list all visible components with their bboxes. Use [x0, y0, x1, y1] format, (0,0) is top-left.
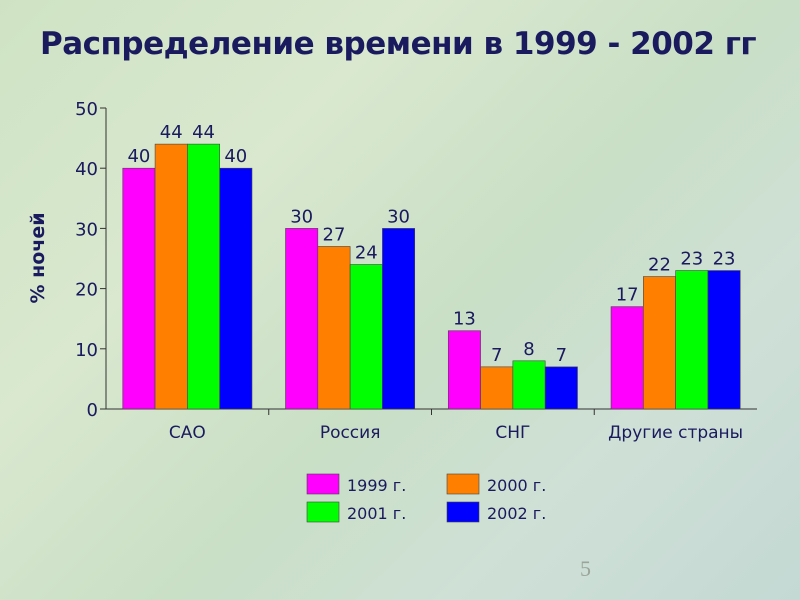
- bar: [122, 167, 156, 410]
- y-tick-label: 40: [75, 159, 98, 180]
- x-tick-label: СНГ: [495, 423, 530, 443]
- bar: [480, 366, 514, 410]
- x-tick-label: САО: [169, 423, 206, 443]
- legend-label: 2000 г.: [487, 476, 546, 495]
- data-label: 24: [355, 243, 378, 264]
- y-tick-label: 0: [87, 400, 98, 421]
- bar: [382, 228, 416, 410]
- chart-title: Распределение времени в 1999 - 2002 гг: [40, 26, 757, 62]
- bar: [154, 143, 188, 410]
- bar: [219, 167, 253, 410]
- y-tick-label: 20: [75, 280, 98, 301]
- data-label: 40: [224, 146, 247, 167]
- data-label: 30: [387, 206, 410, 227]
- bar: [187, 143, 220, 410]
- data-label: 30: [290, 206, 313, 227]
- y-tick-label: 30: [75, 219, 98, 240]
- bar: [512, 360, 546, 410]
- bar: [675, 270, 709, 410]
- y-tick-label: 10: [75, 340, 98, 361]
- bar: [707, 270, 741, 410]
- data-label: 17: [616, 285, 639, 306]
- data-label: 23: [680, 249, 703, 270]
- legend-swatch: [306, 473, 340, 495]
- data-label: 40: [127, 146, 150, 167]
- data-label: 8: [523, 339, 534, 360]
- bar: [610, 306, 644, 410]
- data-label: 44: [160, 122, 183, 143]
- legend-swatch: [446, 501, 480, 523]
- bar: [285, 228, 319, 410]
- bar: [643, 276, 676, 410]
- bar: [317, 246, 351, 410]
- legend-swatch: [446, 473, 480, 495]
- page-number: 5: [580, 556, 591, 581]
- data-label: 7: [491, 345, 502, 366]
- x-tick-label: Другие страны: [608, 423, 743, 443]
- x-tick-label: Россия: [320, 423, 381, 443]
- data-label: 13: [453, 309, 476, 330]
- data-label: 22: [648, 255, 671, 276]
- legend-label: 1999 г.: [347, 476, 406, 495]
- data-label: 27: [323, 224, 346, 245]
- data-label: 44: [192, 122, 215, 143]
- data-label: 7: [556, 345, 567, 366]
- bar: [447, 330, 481, 410]
- bar: [349, 264, 383, 410]
- y-axis-label: % ночей: [27, 212, 49, 303]
- legend-swatch: [306, 501, 340, 523]
- y-tick-label: 50: [75, 99, 98, 120]
- bar: [544, 366, 578, 410]
- legend-label: 2002 г.: [487, 504, 546, 523]
- legend-label: 2001 г.: [347, 504, 406, 523]
- data-label: 23: [713, 249, 736, 270]
